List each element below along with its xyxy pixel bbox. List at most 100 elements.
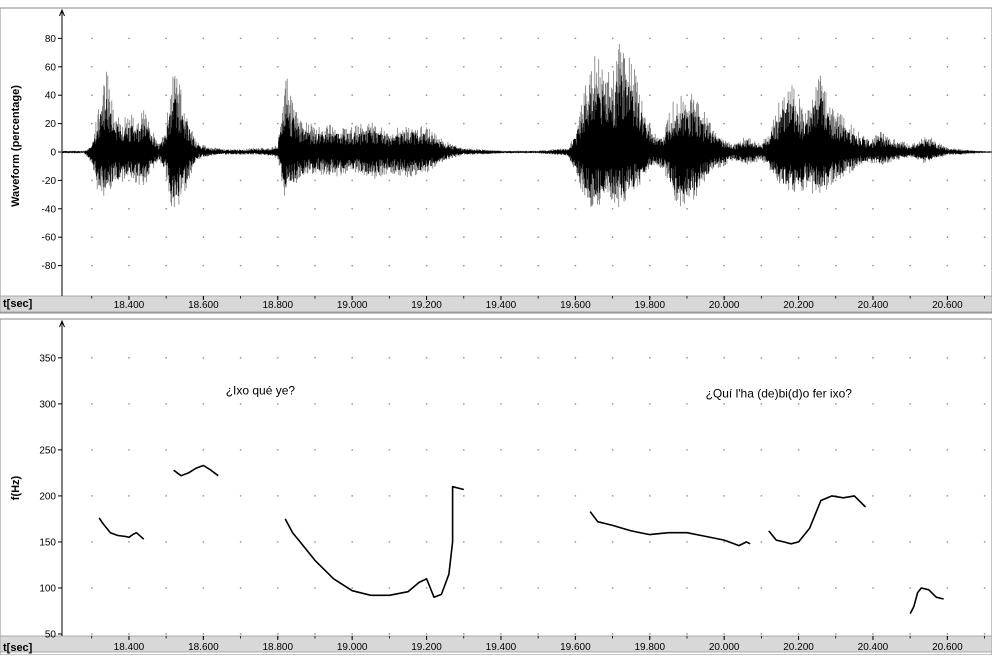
waveform-grid-dot	[797, 207, 800, 210]
pitch-grid-dot	[723, 449, 726, 451]
waveform-grid-dot	[239, 94, 242, 97]
waveform-grid-dot	[462, 122, 465, 125]
waveform-grid-dot	[500, 65, 502, 68]
waveform-grid-dot	[388, 37, 391, 40]
pitch-grid-dot	[425, 633, 428, 635]
pitch-xtick-label: 18.800	[262, 642, 293, 653]
waveform-grid-dot	[909, 37, 912, 40]
waveform-grid-dot	[872, 207, 874, 210]
waveform-grid-dot	[834, 179, 837, 182]
waveform-xtick-label: 18.400	[114, 300, 145, 311]
pitch-grid-dot	[276, 356, 279, 359]
pitch-xtick-label: 18.600	[188, 642, 219, 653]
waveform-grid-dot	[165, 65, 168, 68]
pitch-grid-dot	[574, 495, 577, 497]
pitch-grid-dot	[723, 403, 726, 405]
pitch-grid-dot	[686, 403, 688, 405]
waveform-grid-dot	[723, 37, 726, 40]
waveform-grid-dot	[686, 207, 688, 210]
pitch-grid-dot	[314, 403, 316, 405]
waveform-grid-dot	[834, 65, 837, 68]
waveform-grid-dot	[165, 37, 168, 40]
pitch-grid-dot	[611, 403, 614, 405]
waveform-ytick-label: 80	[45, 34, 57, 45]
waveform-grid-dot	[983, 65, 986, 68]
annotation-phrase-2: ¿Quí l'ha (de)bi(d)o fer ixo?	[706, 386, 853, 400]
pitch-grid-dot	[872, 356, 874, 359]
waveform-grid-dot	[686, 94, 688, 97]
waveform-grid-dot	[872, 264, 874, 267]
waveform-grid-dot	[760, 236, 763, 239]
pitch-ylabel: f(Hz)	[10, 475, 22, 500]
waveform-ytick-label: -60	[42, 233, 57, 244]
waveform-grid-dot	[648, 264, 651, 267]
pitch-grid-dot	[872, 587, 874, 589]
pitch-grid-dot	[165, 541, 168, 543]
waveform-grid-dot	[462, 179, 465, 182]
pitch-grid-dot	[314, 356, 316, 359]
pitch-contour-6	[909, 587, 944, 615]
pitch-grid-dot	[797, 587, 800, 589]
pitch-ytick-label: 250	[39, 445, 56, 456]
waveform-grid-dot	[462, 264, 465, 267]
waveform-grid-dot	[239, 236, 242, 239]
waveform-grid-dot	[202, 65, 205, 68]
pitch-grid-dot	[983, 449, 986, 451]
pitch-grid-dot	[128, 403, 130, 405]
waveform-grid-dot	[946, 236, 949, 239]
pitch-grid-dot	[462, 541, 465, 543]
waveform-grid-dot	[351, 94, 354, 97]
waveform-grid-dot	[909, 94, 912, 97]
pitch-grid-dot	[983, 587, 986, 589]
pitch-grid-dot	[351, 541, 354, 543]
waveform-grid-dot	[648, 37, 651, 40]
pitch-grid-dot	[388, 541, 391, 543]
pitch-xaxis-band	[0, 635, 992, 653]
waveform-grid-dot	[314, 122, 316, 125]
pitch-grid-dot	[946, 495, 949, 497]
waveform-grid-dot	[351, 207, 354, 210]
pitch-grid-dot	[872, 541, 874, 543]
waveform-grid-dot	[946, 207, 949, 210]
pitch-grid-dot	[462, 587, 465, 589]
pitch-grid-dot	[909, 633, 912, 635]
waveform-grid-dot	[202, 122, 205, 125]
pitch-grid-dot	[611, 449, 614, 451]
pitch-grid-dot	[574, 587, 577, 589]
pitch-yaxis-arrow	[59, 319, 65, 328]
waveform-grid-dot	[834, 236, 837, 239]
pitch-grid-dot	[537, 356, 540, 359]
waveform-trace	[61, 75, 992, 198]
waveform-grid-dot	[686, 264, 688, 267]
waveform-grid-dot	[537, 122, 540, 125]
waveform-xlabel: t[sec]	[3, 298, 33, 310]
waveform-xtick-label: 20.200	[783, 300, 814, 311]
pitch-grid-dot	[909, 541, 912, 543]
waveform-grid-dot	[983, 37, 986, 40]
waveform-grid-dot	[276, 207, 279, 210]
pitch-contour-2	[173, 464, 219, 477]
pitch-grid-dot	[648, 633, 651, 635]
waveform-grid-dot	[239, 264, 242, 267]
pitch-grid-dot	[90, 495, 93, 497]
waveform-grid-dot	[723, 207, 726, 210]
pitch-xtick-label: 19.600	[560, 642, 591, 653]
waveform-grid-dot	[574, 94, 577, 97]
waveform-grid-dot	[574, 179, 577, 182]
waveform-grid-dot	[276, 264, 279, 267]
pitch-grid-dot	[686, 541, 688, 543]
waveform-grid-dot	[425, 264, 428, 267]
pitch-grid-dot	[128, 449, 130, 451]
pitch-grid-dot	[500, 403, 502, 405]
waveform-grid-dot	[648, 94, 651, 97]
waveform-grid-dot	[128, 94, 130, 97]
pitch-grid-dot	[425, 356, 428, 359]
pitch-grid-dot	[946, 587, 949, 589]
pitch-grid-dot	[202, 633, 205, 635]
waveform-grid-dot	[90, 122, 93, 125]
pitch-grid-dot	[723, 587, 726, 589]
waveform-grid-dot	[983, 236, 986, 239]
pitch-xtick-label: 19.400	[486, 642, 517, 653]
waveform-grid-dot	[276, 236, 279, 239]
waveform-grid-dot	[239, 37, 242, 40]
